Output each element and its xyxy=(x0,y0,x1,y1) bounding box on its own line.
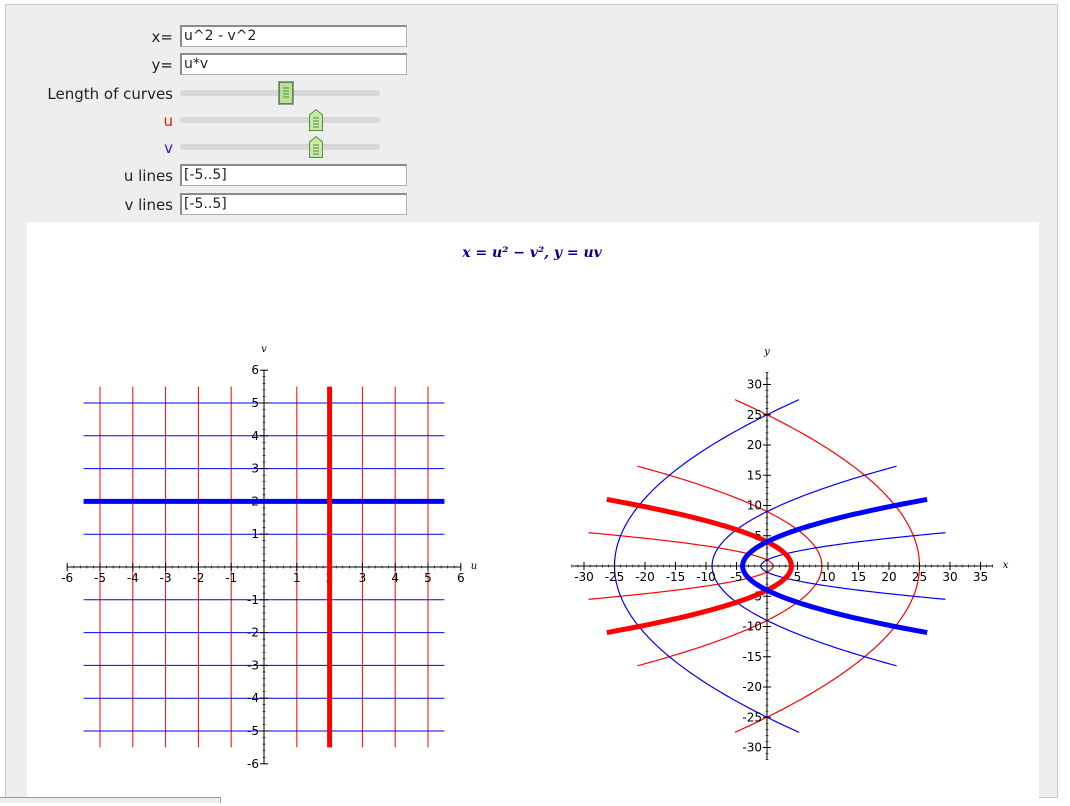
xy-x-tick-label: 30 xyxy=(942,570,957,584)
xy-x-tick-label: -15 xyxy=(666,570,686,584)
plot-title: x = u² − v², y = uv xyxy=(461,245,602,261)
uv-x-tick-label: -1 xyxy=(225,571,237,585)
uv-x-tick-label: -3 xyxy=(160,571,172,585)
length-slider-handle[interactable] xyxy=(278,81,294,105)
slider-grip-icon xyxy=(309,135,323,158)
xy-y-tick-label: -25 xyxy=(742,710,762,724)
xy-x-tick-label: 10 xyxy=(820,570,835,584)
uv-x-tick-label: -2 xyxy=(192,571,204,585)
x-label: x= xyxy=(151,28,173,46)
xy-y-tick-label: -20 xyxy=(742,680,762,694)
uv-x-axis-label: u xyxy=(471,561,477,572)
u-slider-track[interactable] xyxy=(180,117,380,123)
uv-y-tick-label: -4 xyxy=(247,691,259,705)
y-label: y= xyxy=(151,56,173,74)
xy-y-tick-label: 15 xyxy=(747,468,762,482)
uv-x-tick-label: -5 xyxy=(94,571,106,585)
uv-x-tick-label: -4 xyxy=(127,571,139,585)
xy-y-tick-label: -15 xyxy=(742,650,762,664)
uv-y-tick-label: 3 xyxy=(251,462,259,476)
xy-x-tick-label: -25 xyxy=(605,570,625,584)
uv-y-tick-label: -3 xyxy=(247,658,259,672)
u-slider-handle[interactable] xyxy=(308,108,324,132)
xy-x-tick-label: 15 xyxy=(851,570,866,584)
uv-x-tick-label: 1 xyxy=(293,571,301,585)
v-lines-label: v lines xyxy=(124,196,173,214)
uv-y-tick-label: -2 xyxy=(247,626,259,640)
uv-x-tick-label: -6 xyxy=(61,571,73,585)
uv-y-tick-label: 1 xyxy=(251,527,259,541)
xy-y-tick-label: 30 xyxy=(747,378,762,392)
v-slider-track[interactable] xyxy=(180,144,380,150)
plot-canvas: x = u² − v², y = uv -6-5-4-3-2-1123456-6… xyxy=(61,245,1009,771)
xy-x-tick-label: 25 xyxy=(912,570,927,584)
uv-y-axis-label: v xyxy=(261,344,267,355)
uv-y-tick-label: -5 xyxy=(247,724,259,738)
xy-y-tick-label: 25 xyxy=(747,408,762,422)
xy-y-tick-label: -10 xyxy=(742,620,762,634)
uv-domain-chart: -6-5-4-3-2-1123456-6-5-4-3-2-1123456uv xyxy=(61,344,477,771)
taskbar-edge xyxy=(0,797,221,803)
x-expression-input[interactable]: u^2 - v^2 xyxy=(180,25,407,47)
xy-x-tick-label: -30 xyxy=(574,570,594,584)
plot-panel: x = u² − v², y = uv -6-5-4-3-2-1123456-6… xyxy=(27,222,1039,802)
xy-x-tick-label: -10 xyxy=(696,570,716,584)
u-lines-input[interactable]: [-5..5] xyxy=(180,164,407,186)
uv-x-tick-label: 3 xyxy=(359,571,367,585)
uv-x-tick-label: 4 xyxy=(391,571,399,585)
xy-x-tick-label: 5 xyxy=(794,570,802,584)
v-slider-handle[interactable] xyxy=(308,135,324,159)
xy-y-axis-label: y xyxy=(763,346,770,357)
xy-y-tick-label: 20 xyxy=(747,438,762,452)
xy-y-tick-label: -30 xyxy=(742,741,762,755)
uv-x-tick-label: 6 xyxy=(457,571,465,585)
xy-x-tick-label: 35 xyxy=(973,570,988,584)
y-expression-input[interactable]: u*v xyxy=(180,53,407,75)
v-lines-input[interactable]: [-5..5] xyxy=(180,193,407,215)
uv-y-tick-label: 6 xyxy=(251,363,259,377)
slider-grip-icon xyxy=(309,108,323,131)
uv-y-tick-label: 5 xyxy=(251,396,259,410)
uv-y-tick-label: -6 xyxy=(247,757,259,771)
xy-x-tick-label: -20 xyxy=(635,570,655,584)
xy-y-tick-label: 10 xyxy=(747,499,762,513)
uv-y-tick-label: -1 xyxy=(247,593,259,607)
u-lines-label: u lines xyxy=(123,167,173,185)
xy-image-chart: -30 -25 -20 -15 -10 -5 5 10 15 20 25 30 35-30-25-20-… xyxy=(571,346,1009,760)
highlight-u-image-curve xyxy=(606,496,794,636)
u-label: u xyxy=(163,112,173,130)
xy-x-axis-label: x xyxy=(1003,560,1009,571)
uv-y-tick-label: 4 xyxy=(251,429,259,443)
xy-x-tick-label: -5 xyxy=(731,570,743,584)
highlight-v-image-curve xyxy=(740,496,928,636)
slider-grip-icon xyxy=(278,81,294,105)
v-label: v xyxy=(164,139,173,157)
xy-x-tick-label: 20 xyxy=(881,570,896,584)
uv-x-tick-label: 5 xyxy=(424,571,432,585)
length-label: Length of curves xyxy=(47,85,173,103)
